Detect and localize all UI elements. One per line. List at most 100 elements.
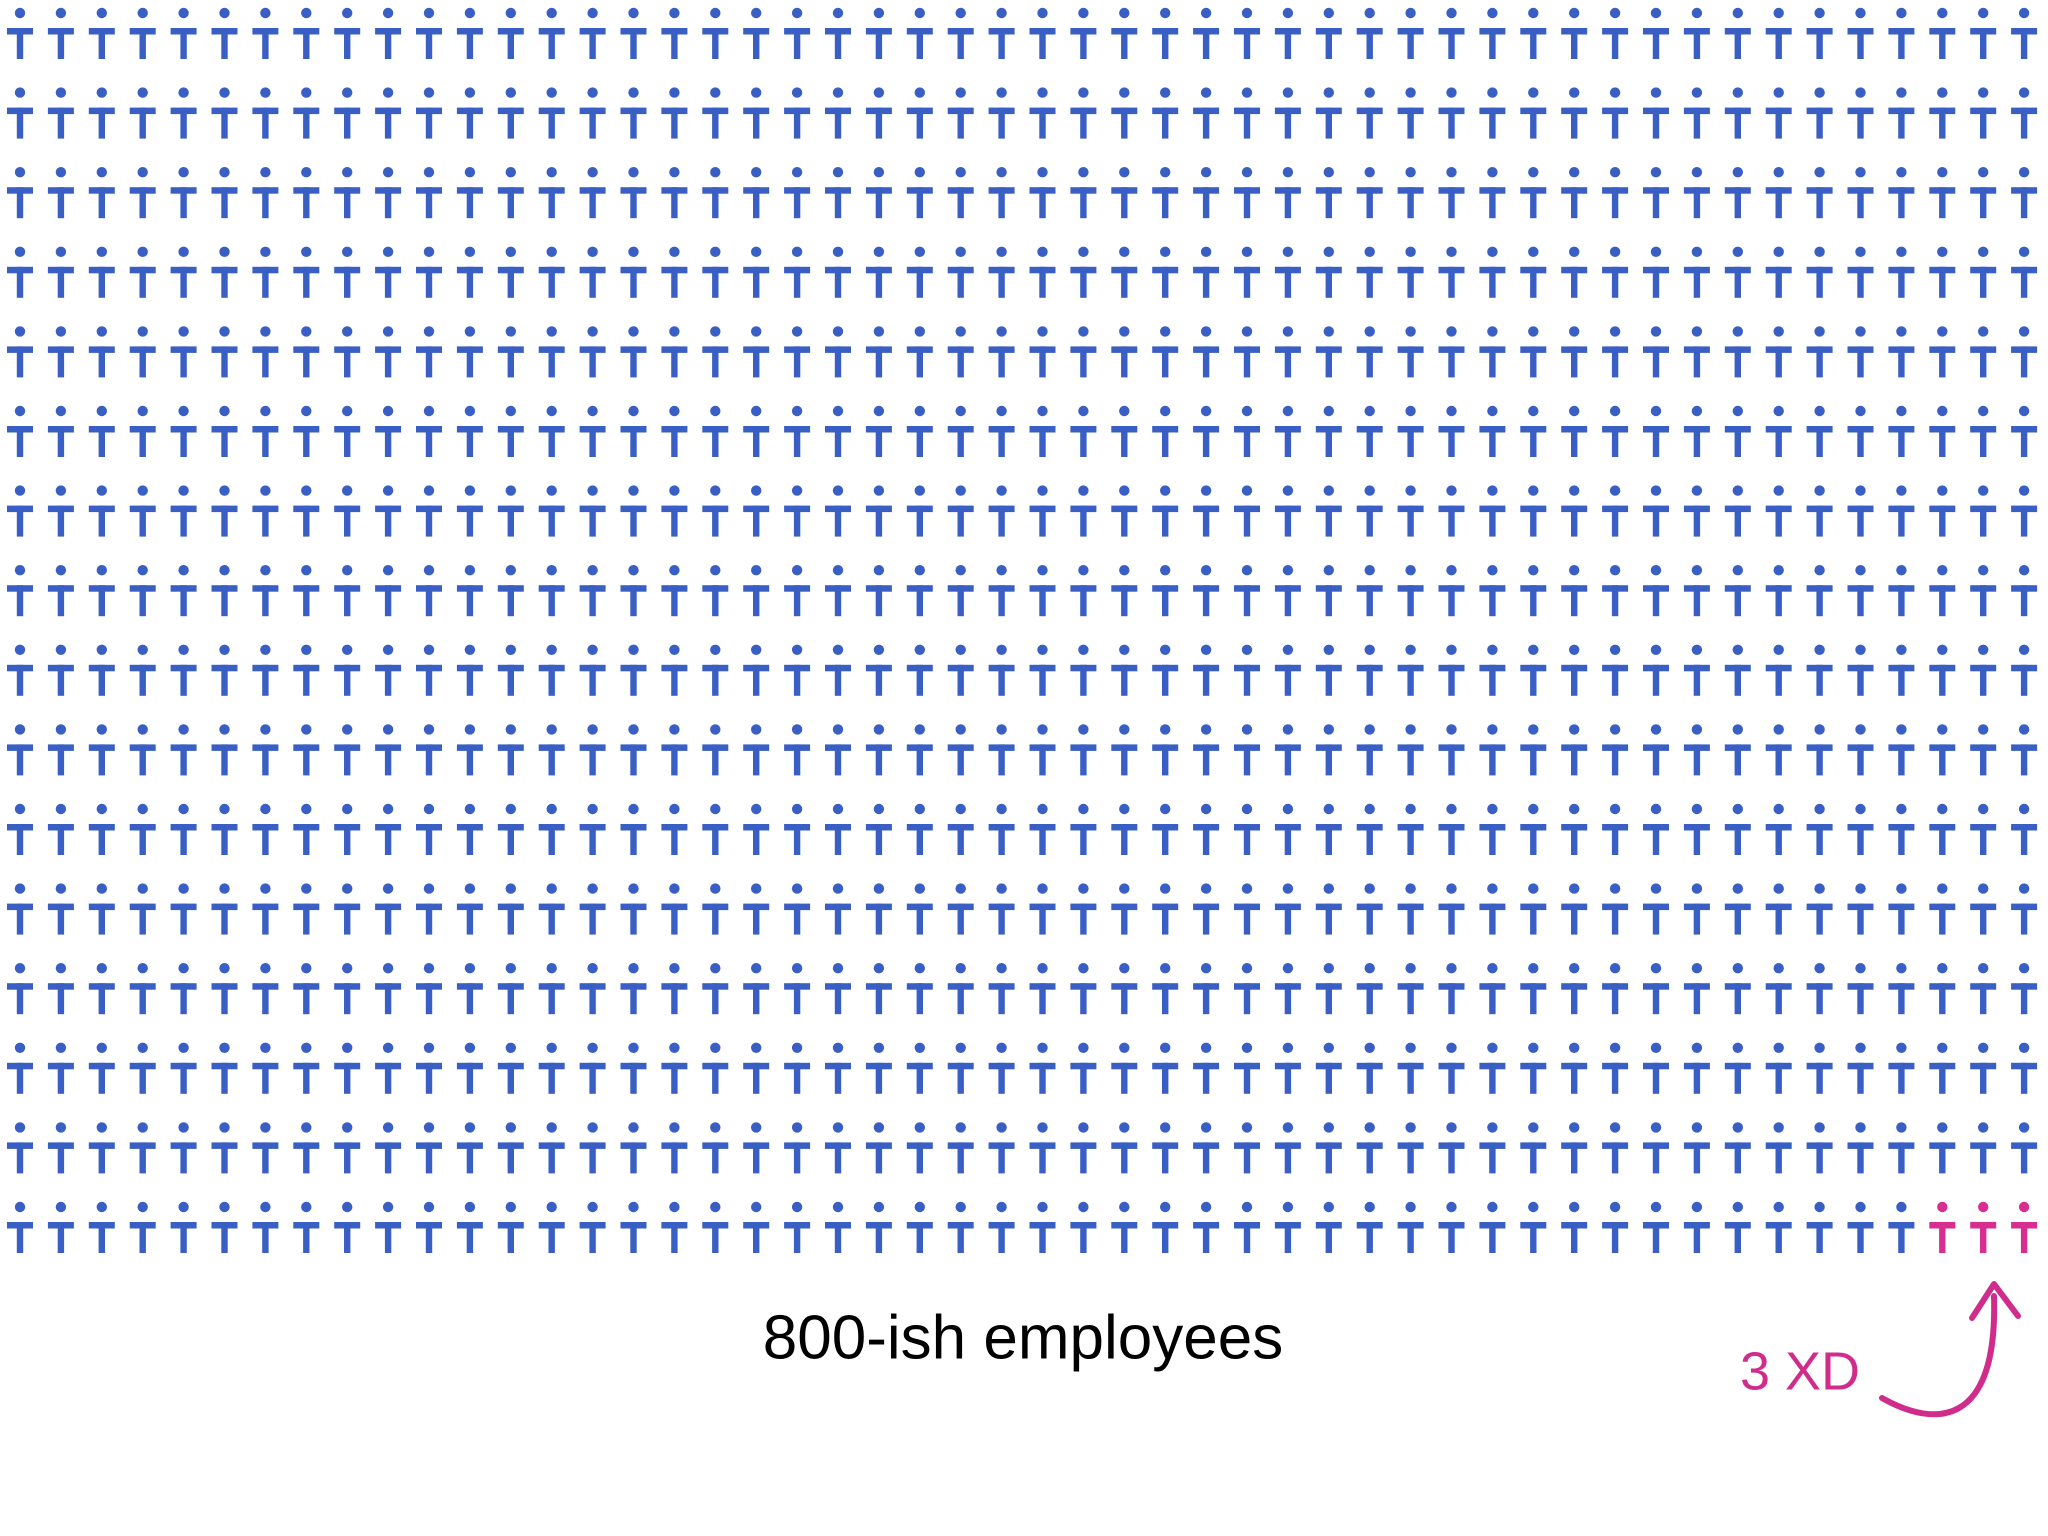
icon-head bbox=[791, 326, 803, 337]
icon-head bbox=[751, 963, 762, 974]
person-icon bbox=[1315, 1042, 1342, 1094]
icon-head bbox=[1241, 1201, 1253, 1213]
icon-body bbox=[1039, 266, 1046, 298]
person-icon bbox=[170, 326, 197, 378]
icon-body bbox=[671, 1062, 678, 1094]
person-icon bbox=[906, 405, 933, 457]
icon-body bbox=[1448, 983, 1455, 1015]
person-icon bbox=[1561, 167, 1588, 219]
person-icon bbox=[88, 724, 115, 776]
person-icon bbox=[1315, 724, 1342, 776]
person-icon bbox=[1561, 724, 1588, 776]
icon-head bbox=[751, 485, 762, 496]
person-icon bbox=[416, 405, 442, 457]
icon-head bbox=[1528, 644, 1539, 655]
person-icon bbox=[88, 565, 115, 617]
icon-body bbox=[1243, 664, 1251, 696]
icon-body bbox=[466, 903, 474, 935]
person-icon bbox=[1520, 1122, 1547, 1174]
person-icon bbox=[1029, 1201, 1056, 1253]
icon-head bbox=[1241, 1042, 1253, 1054]
icon-body bbox=[221, 28, 228, 59]
person-icon bbox=[1029, 405, 1056, 457]
person-icon bbox=[47, 644, 74, 696]
person-icon bbox=[865, 87, 892, 139]
icon-body bbox=[1202, 28, 1210, 59]
icon-body bbox=[793, 426, 801, 457]
icon-body bbox=[1816, 744, 1823, 776]
icon-body bbox=[1366, 664, 1373, 696]
icon-head bbox=[137, 485, 148, 496]
icon-head bbox=[1160, 724, 1171, 735]
person-icon bbox=[1315, 963, 1342, 1015]
icon-head bbox=[710, 803, 721, 815]
icon-head bbox=[1241, 405, 1253, 417]
icon-body bbox=[262, 107, 269, 139]
icon-body bbox=[1898, 187, 1905, 219]
icon-body bbox=[425, 983, 433, 1015]
icon-head bbox=[1364, 326, 1375, 337]
person-icon bbox=[825, 883, 851, 935]
person-icon bbox=[170, 485, 197, 537]
icon-body bbox=[1284, 346, 1292, 378]
icon-head bbox=[2018, 1122, 2030, 1133]
icon-head bbox=[1609, 724, 1621, 735]
icon-body bbox=[1693, 1062, 1701, 1094]
icon-body bbox=[1980, 664, 1987, 696]
icon-body bbox=[139, 983, 146, 1015]
icon-body bbox=[875, 426, 883, 457]
icon-body bbox=[1366, 28, 1373, 59]
icon-head bbox=[505, 87, 516, 98]
icon-head bbox=[1569, 1201, 1580, 1213]
icon-body bbox=[875, 187, 883, 219]
icon-body bbox=[916, 824, 923, 855]
icon-head bbox=[1037, 1042, 1048, 1054]
person-icon bbox=[334, 87, 361, 139]
icon-body bbox=[957, 426, 964, 457]
icon-head bbox=[1732, 1201, 1744, 1213]
icon-head bbox=[1691, 565, 1703, 576]
icon-head bbox=[1119, 803, 1130, 815]
icon-head bbox=[423, 167, 435, 178]
icon-head bbox=[669, 724, 680, 735]
icon-head bbox=[914, 644, 925, 655]
icon-head bbox=[1160, 7, 1171, 19]
icon-head bbox=[1650, 565, 1662, 576]
icon-body bbox=[2020, 187, 2028, 219]
icon-head bbox=[996, 963, 1007, 974]
icon-head bbox=[178, 167, 189, 178]
icon-head bbox=[2018, 7, 2030, 19]
icon-head bbox=[1200, 326, 1212, 337]
icon-head bbox=[1814, 883, 1825, 894]
icon-head bbox=[260, 485, 271, 496]
icon-body bbox=[1489, 505, 1496, 537]
person-icon bbox=[743, 246, 770, 298]
person-icon bbox=[456, 1042, 483, 1094]
person-icon bbox=[1274, 803, 1301, 855]
icon-head bbox=[1814, 485, 1825, 496]
person-icon bbox=[1152, 326, 1179, 378]
person-icon bbox=[456, 246, 483, 298]
person-icon bbox=[497, 1201, 524, 1253]
icon-head bbox=[1037, 883, 1048, 894]
icon-head bbox=[1855, 1122, 1866, 1133]
icon-body bbox=[753, 1222, 760, 1253]
icon-body bbox=[1407, 983, 1414, 1015]
person-icon bbox=[1356, 644, 1383, 696]
icon-head bbox=[546, 7, 557, 19]
icon-head bbox=[1528, 405, 1539, 417]
person-icon bbox=[211, 803, 238, 855]
person-icon bbox=[293, 724, 320, 776]
icon-head bbox=[1282, 1201, 1294, 1213]
icon-head bbox=[1119, 963, 1130, 974]
person-icon bbox=[1356, 246, 1383, 298]
icon-body bbox=[425, 505, 433, 537]
icon-body bbox=[1243, 585, 1251, 617]
icon-body bbox=[1571, 266, 1578, 298]
icon-head bbox=[1078, 405, 1089, 417]
icon-body bbox=[425, 1222, 433, 1253]
person-icon bbox=[906, 1122, 933, 1174]
icon-body bbox=[1857, 824, 1864, 855]
person-icon bbox=[743, 963, 770, 1015]
icon-head bbox=[1896, 87, 1907, 98]
